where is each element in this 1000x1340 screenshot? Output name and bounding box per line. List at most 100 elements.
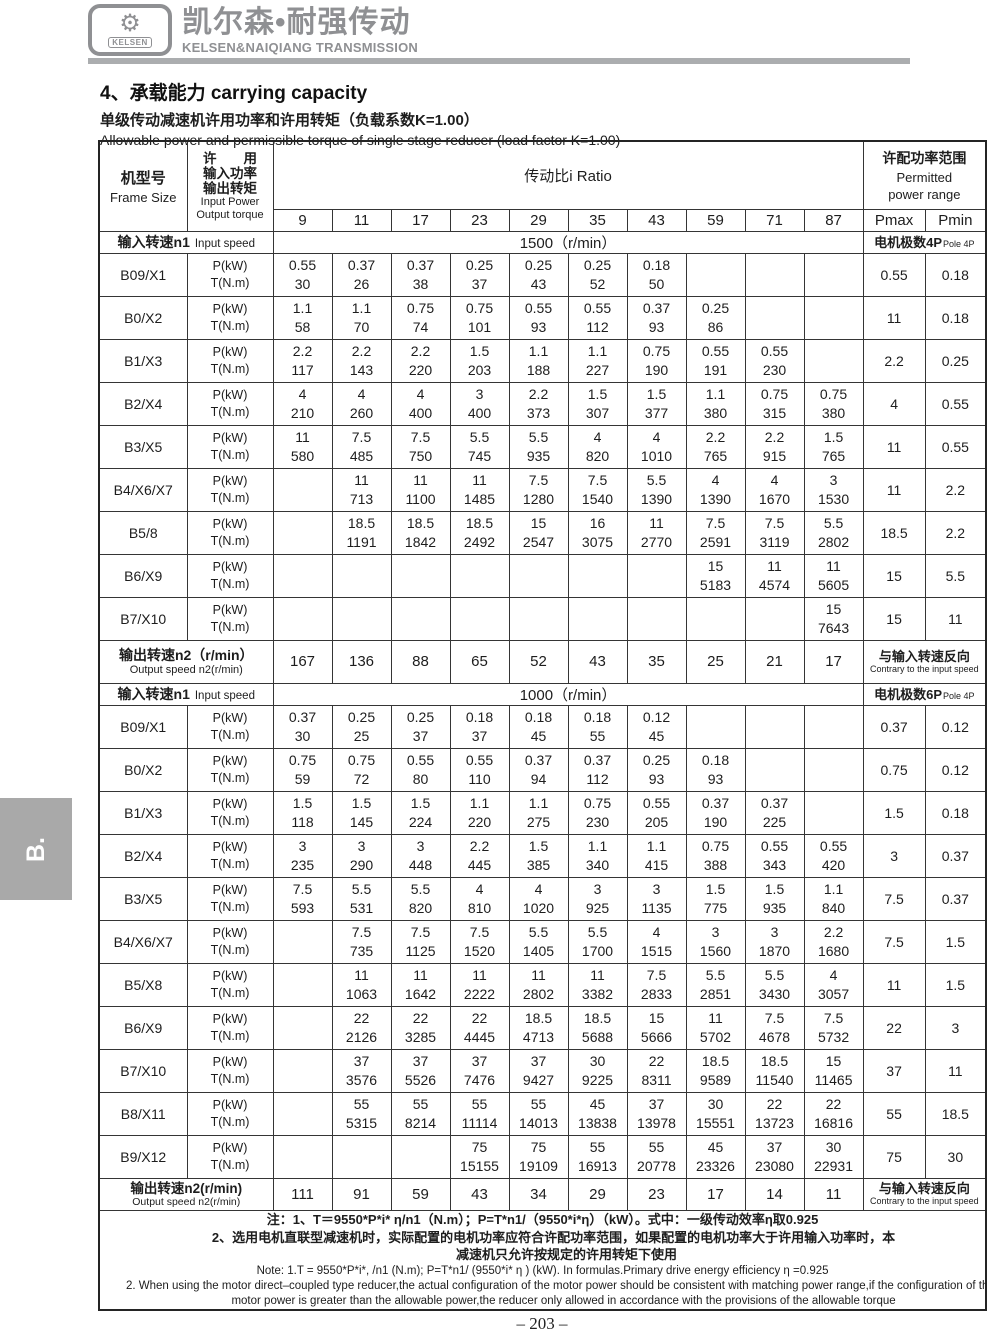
pmax-cell: 11 bbox=[862, 295, 926, 340]
value-cell: 7.5 4678 bbox=[744, 1005, 805, 1050]
value-cell: 55 16913 bbox=[567, 1134, 628, 1179]
input-speed-value: 1500（r/min） bbox=[272, 230, 864, 254]
motor-pole-en: Pole 4P bbox=[943, 239, 975, 249]
value-cell: 5.5 935 bbox=[508, 424, 569, 469]
p-value: 4 bbox=[593, 428, 602, 445]
output-speed-label-en: Output speed n2(r/min) bbox=[132, 1195, 241, 1208]
p-value: 0.75 bbox=[406, 299, 435, 316]
p-value: 75 bbox=[530, 1138, 547, 1155]
frame-size-cell: B0/X2 bbox=[98, 295, 188, 340]
table-row: B09/X1 P(kW) T(N.m) 0.37 30 0.25 25 0.25 37 0.18 3… bbox=[98, 704, 987, 749]
t-value: 3576 bbox=[345, 1071, 378, 1088]
p-value: 45 bbox=[707, 1138, 724, 1155]
value-cell: 7.5 593 bbox=[272, 876, 333, 921]
value-cell bbox=[626, 553, 687, 598]
value-cell: 11 713 bbox=[331, 467, 392, 512]
frame-size-cell: B5/X8 bbox=[98, 962, 188, 1007]
p-value: 0.18 bbox=[701, 751, 730, 768]
value-cell: 3 1560 bbox=[685, 919, 746, 964]
value-cell: 0.75 380 bbox=[803, 381, 864, 426]
value-cell: 4 1390 bbox=[685, 467, 746, 512]
value-cell: 0.37 93 bbox=[626, 295, 687, 340]
pmax-cell: 7.5 bbox=[862, 919, 926, 964]
value-cell: 0.55 110 bbox=[449, 747, 510, 792]
p-value: 0.25 bbox=[642, 751, 671, 768]
p-value: 0.37 bbox=[524, 751, 553, 768]
p-value: 0.25 bbox=[347, 708, 376, 725]
p-value: 0.75 bbox=[701, 837, 730, 854]
value-cell: 0.25 93 bbox=[626, 747, 687, 792]
t-value: 93 bbox=[530, 318, 547, 335]
pt-label-cell: P(kW) T(N.m) bbox=[186, 876, 274, 921]
t-value: 7476 bbox=[463, 1071, 496, 1088]
t-value: 485 bbox=[349, 447, 374, 464]
p-value: 0.37 bbox=[701, 794, 730, 811]
note-cn-line: 2、选用电机直联型减速机时，实际配置的电机功率应符合许配功率范围，如果配置的电机… bbox=[211, 1229, 896, 1245]
p-value: 30 bbox=[825, 1138, 842, 1155]
value-cell: 37 9427 bbox=[508, 1048, 569, 1093]
p-value: 1.5 bbox=[705, 880, 726, 897]
value-cell: 45 13838 bbox=[567, 1091, 628, 1136]
p-value: 3 bbox=[829, 471, 838, 488]
t-value: 1842 bbox=[404, 533, 437, 550]
p-label: P(kW) bbox=[212, 602, 248, 617]
pmin-cell: 0.18 bbox=[924, 295, 987, 340]
p-value: 0.37 bbox=[583, 751, 612, 768]
table-row: B0/X2 P(kW) T(N.m) 0.75 59 0.75 72 0.55 80 0.55 11… bbox=[98, 747, 987, 792]
pmax-cell: 0.37 bbox=[862, 704, 926, 749]
pmin-cell: 30 bbox=[924, 1134, 987, 1179]
frame-size-cell: B09/X1 bbox=[98, 704, 188, 749]
t-value: 1642 bbox=[404, 985, 437, 1002]
p-value: 11 bbox=[354, 471, 369, 488]
p-value: 5.5 bbox=[410, 880, 431, 897]
p-value: 0.75 bbox=[642, 342, 671, 359]
value-cell: 2.2 765 bbox=[685, 424, 746, 469]
pt-label-cell: P(kW) T(N.m) bbox=[186, 252, 274, 297]
pmax-cell: 18.5 bbox=[862, 510, 926, 555]
value-cell: 7.5 1280 bbox=[508, 467, 569, 512]
p-value: 7.5 bbox=[764, 1009, 785, 1026]
value-cell: 0.25 52 bbox=[567, 252, 628, 297]
value-cell: 0.55 420 bbox=[803, 833, 864, 878]
t-value: 8214 bbox=[404, 1114, 437, 1131]
value-cell: 18.5 11540 bbox=[744, 1048, 805, 1093]
t-value: 775 bbox=[703, 899, 728, 916]
p-value: 0.55 bbox=[760, 342, 789, 359]
value-cell: 3 290 bbox=[331, 833, 392, 878]
value-cell bbox=[744, 704, 805, 749]
p-value: 1.1 bbox=[528, 342, 549, 359]
t-value: 5183 bbox=[699, 576, 732, 593]
p-value: 55 bbox=[471, 1095, 488, 1112]
p-value: 0.75 bbox=[583, 794, 612, 811]
p-value: 5.5 bbox=[823, 514, 844, 531]
p-value: 18.5 bbox=[347, 514, 376, 531]
p-value: 1.1 bbox=[587, 837, 608, 854]
value-cell bbox=[803, 295, 864, 340]
p-value: 1.5 bbox=[528, 837, 549, 854]
output-speed-value: 167 bbox=[272, 639, 333, 684]
t-value: 445 bbox=[467, 856, 492, 873]
value-cell: 11 2222 bbox=[449, 962, 510, 1007]
t-value: 93 bbox=[648, 770, 665, 787]
value-cell bbox=[567, 553, 628, 598]
output-speed-value: 43 bbox=[567, 639, 628, 684]
contrary-note-cn: 与输入转速反向 bbox=[878, 1181, 970, 1196]
value-cell: 11 2802 bbox=[508, 962, 569, 1007]
pmin-cell: 0.37 bbox=[924, 876, 987, 921]
value-cell: 0.37 112 bbox=[567, 747, 628, 792]
p-value: 7.5 bbox=[764, 514, 785, 531]
input-speed-row: 输入转速n1 Input speed 1000（r/min） 电机极数6PPole 4… bbox=[98, 682, 987, 706]
value-cell bbox=[567, 596, 628, 641]
p-value: 0.55 bbox=[406, 751, 435, 768]
p-value: 0.55 bbox=[642, 794, 671, 811]
table-row: B5/X8 P(kW) T(N.m) 11 1063 11 1642 11 2222 11 2802… bbox=[98, 962, 987, 1007]
value-cell: 55 5315 bbox=[331, 1091, 392, 1136]
value-cell bbox=[685, 596, 746, 641]
t-value: 118 bbox=[291, 813, 314, 830]
p-value: 0.25 bbox=[406, 708, 435, 725]
value-cell bbox=[685, 252, 746, 297]
p-value: 18.5 bbox=[701, 1052, 730, 1069]
t-value: 4574 bbox=[758, 576, 791, 593]
t-value: 210 bbox=[290, 404, 315, 421]
t-value: 1670 bbox=[758, 490, 791, 507]
